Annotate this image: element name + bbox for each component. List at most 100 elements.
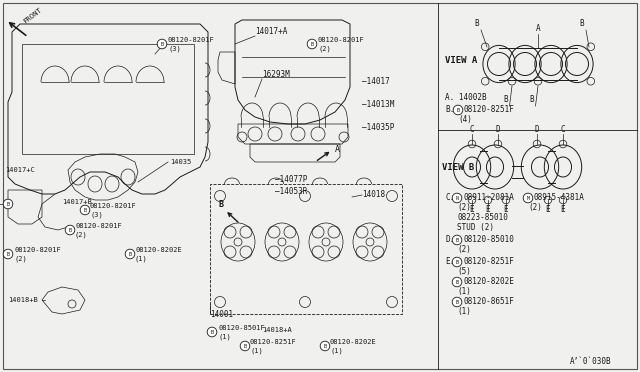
Text: 14035: 14035 [170,159,191,165]
Text: (1): (1) [457,307,471,316]
Text: —14035P: —14035P [362,123,394,132]
Text: B: B [6,251,10,257]
Text: D: D [534,125,540,134]
Text: —14053R: —14053R [275,187,307,196]
Text: (2): (2) [528,203,542,212]
Text: B: B [456,299,459,305]
Text: —14013M: —14013M [362,100,394,109]
Text: 08120-8201F: 08120-8201F [318,37,365,43]
Circle shape [3,199,13,209]
Text: B: B [310,42,314,46]
Text: VIEW B: VIEW B [442,163,474,171]
Text: 08120-8251F: 08120-8251F [250,339,297,345]
Text: 08120-8202E: 08120-8202E [330,339,377,345]
Text: (1): (1) [135,255,148,262]
Text: E: E [546,205,550,214]
Circle shape [320,341,330,351]
Text: M: M [527,196,529,201]
Text: (3): (3) [90,211,103,218]
Text: STUD (2): STUD (2) [457,223,494,232]
Text: (3): (3) [168,45,180,51]
Text: B: B [503,95,508,104]
Text: 14017+C: 14017+C [5,167,35,173]
Text: B: B [456,237,459,243]
Text: VIEW A: VIEW A [445,55,477,64]
Text: 08120-8201F: 08120-8201F [75,223,122,229]
Circle shape [125,249,135,259]
Text: 14001: 14001 [210,310,233,319]
Bar [210,184,402,314]
Bar [22,44,194,154]
Circle shape [157,39,167,49]
Text: 14017+A: 14017+A [255,27,287,36]
Text: N: N [456,196,458,201]
Text: C: C [470,125,474,134]
Text: —14017: —14017 [362,77,390,86]
Text: (5): (5) [457,267,471,276]
Text: B: B [456,279,459,285]
Text: B: B [475,19,479,28]
Text: 14018+B: 14018+B [8,297,38,303]
Text: 08120-8201F: 08120-8201F [90,203,137,209]
Text: (4): (4) [458,115,472,124]
Text: A: A [536,24,540,33]
Text: E: E [470,205,474,214]
Text: B: B [580,19,584,28]
Text: 08223-85010: 08223-85010 [457,213,508,222]
Circle shape [452,297,462,307]
Text: (1): (1) [250,347,263,353]
Text: (2): (2) [318,45,331,51]
Text: A’`0`030B: A’`0`030B [570,357,612,366]
Text: —14077P: —14077P [275,175,307,184]
Circle shape [240,341,250,351]
Text: B: B [456,260,459,264]
Text: 08120-85010: 08120-85010 [463,235,514,244]
Text: (2): (2) [14,255,27,262]
Text: (1): (1) [330,347,343,353]
Text: E.: E. [445,257,454,266]
Text: 14018: 14018 [362,190,385,199]
Text: 08120-8651F: 08120-8651F [463,297,514,306]
Text: B: B [68,228,72,232]
Text: (1): (1) [457,287,471,296]
Text: B: B [161,42,164,46]
Text: B: B [243,343,246,349]
Text: (2): (2) [457,203,471,212]
Text: 08120-8251F: 08120-8251F [463,257,514,266]
Text: 14018+A: 14018+A [262,327,292,333]
Text: B: B [456,108,460,112]
Text: E: E [561,205,565,214]
Text: B: B [529,95,534,104]
Circle shape [307,39,317,49]
Circle shape [207,327,217,337]
Text: B: B [323,343,326,349]
Text: 08120-8202E: 08120-8202E [135,247,182,253]
Text: B: B [211,330,214,334]
Text: 14017+B: 14017+B [62,199,92,205]
Text: FRONT: FRONT [22,7,43,25]
Text: B: B [129,251,132,257]
Text: 08120-8201F: 08120-8201F [14,247,61,253]
Circle shape [453,105,463,115]
Text: 08120-8201F: 08120-8201F [168,37,215,43]
Text: (2): (2) [75,231,88,237]
Text: 16293M: 16293M [262,70,290,79]
Circle shape [452,193,462,203]
Text: A. 14002B: A. 14002B [445,93,486,102]
Text: 08120-8251F: 08120-8251F [464,105,515,114]
Text: B: B [218,200,223,209]
Text: B: B [83,208,86,212]
Text: (1): (1) [218,333,231,340]
Circle shape [3,249,13,259]
Circle shape [452,257,462,267]
Text: B: B [6,202,10,206]
Text: 08120-8501F: 08120-8501F [218,325,265,331]
Text: 08120-8202E: 08120-8202E [463,277,514,286]
Text: D.: D. [445,235,454,244]
Text: B.: B. [445,105,454,114]
Text: E: E [504,205,508,214]
Text: 08915-4381A: 08915-4381A [534,193,585,202]
Text: A: A [335,145,340,154]
Text: D: D [496,125,500,134]
Circle shape [80,205,90,215]
